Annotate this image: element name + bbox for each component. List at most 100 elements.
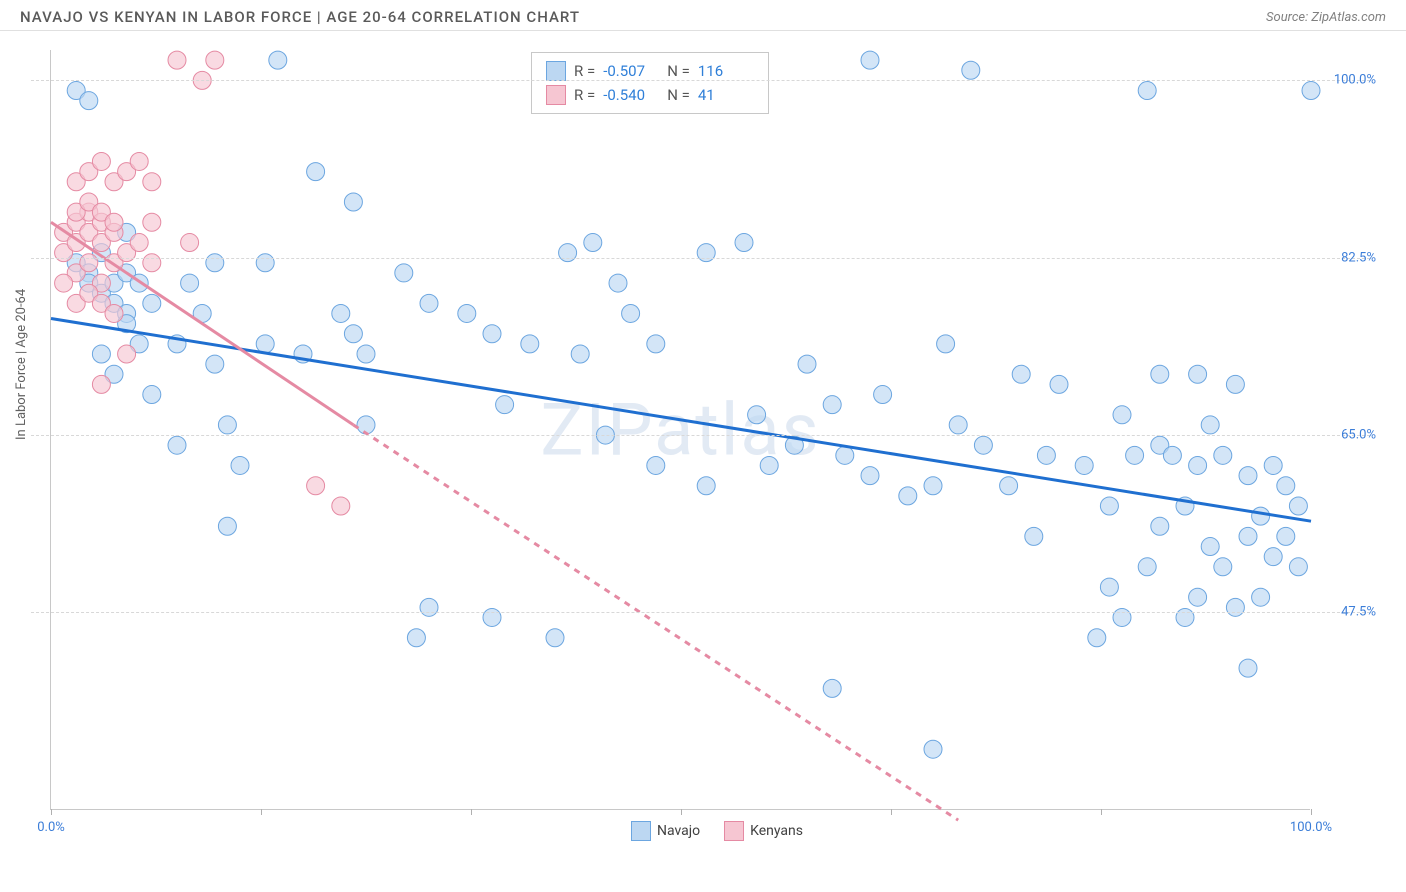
y-tick-label: 47.5% xyxy=(1341,605,1376,620)
data-point xyxy=(1264,456,1282,474)
data-point xyxy=(1100,497,1118,515)
data-point xyxy=(697,477,715,495)
data-point xyxy=(206,355,224,373)
navajo-swatch xyxy=(631,821,651,841)
data-point xyxy=(697,244,715,262)
data-point xyxy=(823,396,841,414)
navajo-r-value: -0.507 xyxy=(603,59,659,83)
x-tick xyxy=(51,809,52,815)
data-point xyxy=(748,406,766,424)
data-point xyxy=(1201,538,1219,556)
data-point xyxy=(1113,608,1131,626)
data-point xyxy=(1176,608,1194,626)
data-point xyxy=(332,497,350,515)
data-point xyxy=(836,446,854,464)
data-point xyxy=(143,254,161,272)
source-label: Source: ZipAtlas.com xyxy=(1266,10,1386,25)
data-point xyxy=(1264,548,1282,566)
data-point xyxy=(143,294,161,312)
data-point xyxy=(118,345,136,363)
data-point xyxy=(130,234,148,252)
data-point xyxy=(407,629,425,647)
data-point xyxy=(55,274,73,292)
data-point xyxy=(546,629,564,647)
chart-container: ZIPatlas R = -0.507 N = 116 R = -0.540 N… xyxy=(50,50,1376,830)
gridline xyxy=(31,612,1370,613)
data-point xyxy=(357,416,375,434)
data-point xyxy=(798,355,816,373)
r-label: R = xyxy=(574,59,595,83)
data-point xyxy=(420,294,438,312)
kenyans-r-value: -0.540 xyxy=(603,83,659,107)
x-tick xyxy=(261,809,262,815)
data-point xyxy=(1189,365,1207,383)
data-point xyxy=(206,51,224,69)
plot-area: ZIPatlas R = -0.507 N = 116 R = -0.540 N… xyxy=(50,50,1310,810)
legend-label: Navajo xyxy=(657,823,700,839)
data-point xyxy=(332,304,350,322)
data-point xyxy=(521,335,539,353)
y-tick-label: 65.0% xyxy=(1341,428,1376,443)
gridline xyxy=(31,80,1370,81)
data-point xyxy=(168,436,186,454)
x-tick xyxy=(1101,809,1102,815)
data-point xyxy=(622,304,640,322)
data-point xyxy=(571,345,589,363)
data-point xyxy=(1226,598,1244,616)
kenyans-n-value: 41 xyxy=(698,83,754,107)
data-point xyxy=(181,274,199,292)
data-point xyxy=(1151,365,1169,383)
r-label: R = xyxy=(574,83,595,107)
x-tick-label: 0.0% xyxy=(37,820,65,835)
data-point xyxy=(395,264,413,282)
data-point xyxy=(1138,82,1156,100)
data-point xyxy=(647,456,665,474)
data-point xyxy=(1138,558,1156,576)
legend-label: Kenyans xyxy=(750,823,803,839)
chart-header: NAVAJO VS KENYAN IN LABOR FORCE | AGE 20… xyxy=(0,0,1406,31)
data-point xyxy=(760,456,778,474)
data-point xyxy=(861,467,879,485)
stats-row-kenyans: R = -0.540 N = 41 xyxy=(546,83,754,107)
data-point xyxy=(1277,477,1295,495)
data-point xyxy=(143,386,161,404)
data-point xyxy=(231,456,249,474)
data-point xyxy=(1302,82,1320,100)
data-point xyxy=(344,325,362,343)
data-point xyxy=(256,335,274,353)
data-point xyxy=(307,477,325,495)
data-point xyxy=(1277,527,1295,545)
data-point xyxy=(1289,558,1307,576)
data-point xyxy=(130,152,148,170)
y-tick-label: 100.0% xyxy=(1334,73,1376,88)
data-point xyxy=(949,416,967,434)
x-tick xyxy=(681,809,682,815)
kenyans-swatch xyxy=(724,821,744,841)
data-point xyxy=(307,163,325,181)
data-point xyxy=(1252,507,1270,525)
data-point xyxy=(559,244,577,262)
data-point xyxy=(1037,446,1055,464)
data-point xyxy=(357,345,375,363)
data-point xyxy=(874,386,892,404)
kenyans-swatch xyxy=(546,85,566,105)
data-point xyxy=(1214,446,1232,464)
data-point xyxy=(1113,406,1131,424)
data-point xyxy=(1189,588,1207,606)
data-point xyxy=(483,608,501,626)
data-point xyxy=(496,396,514,414)
data-point xyxy=(1189,456,1207,474)
data-point xyxy=(344,193,362,211)
n-label: N = xyxy=(667,59,690,83)
data-point xyxy=(609,274,627,292)
navajo-n-value: 116 xyxy=(698,59,754,83)
gridline xyxy=(31,435,1370,436)
data-point xyxy=(105,213,123,231)
x-tick xyxy=(891,809,892,815)
data-point xyxy=(1012,365,1030,383)
x-tick xyxy=(471,809,472,815)
data-point xyxy=(899,487,917,505)
navajo-swatch xyxy=(546,61,566,81)
legend-item-kenyans: Kenyans xyxy=(724,821,803,841)
data-point xyxy=(1151,517,1169,535)
